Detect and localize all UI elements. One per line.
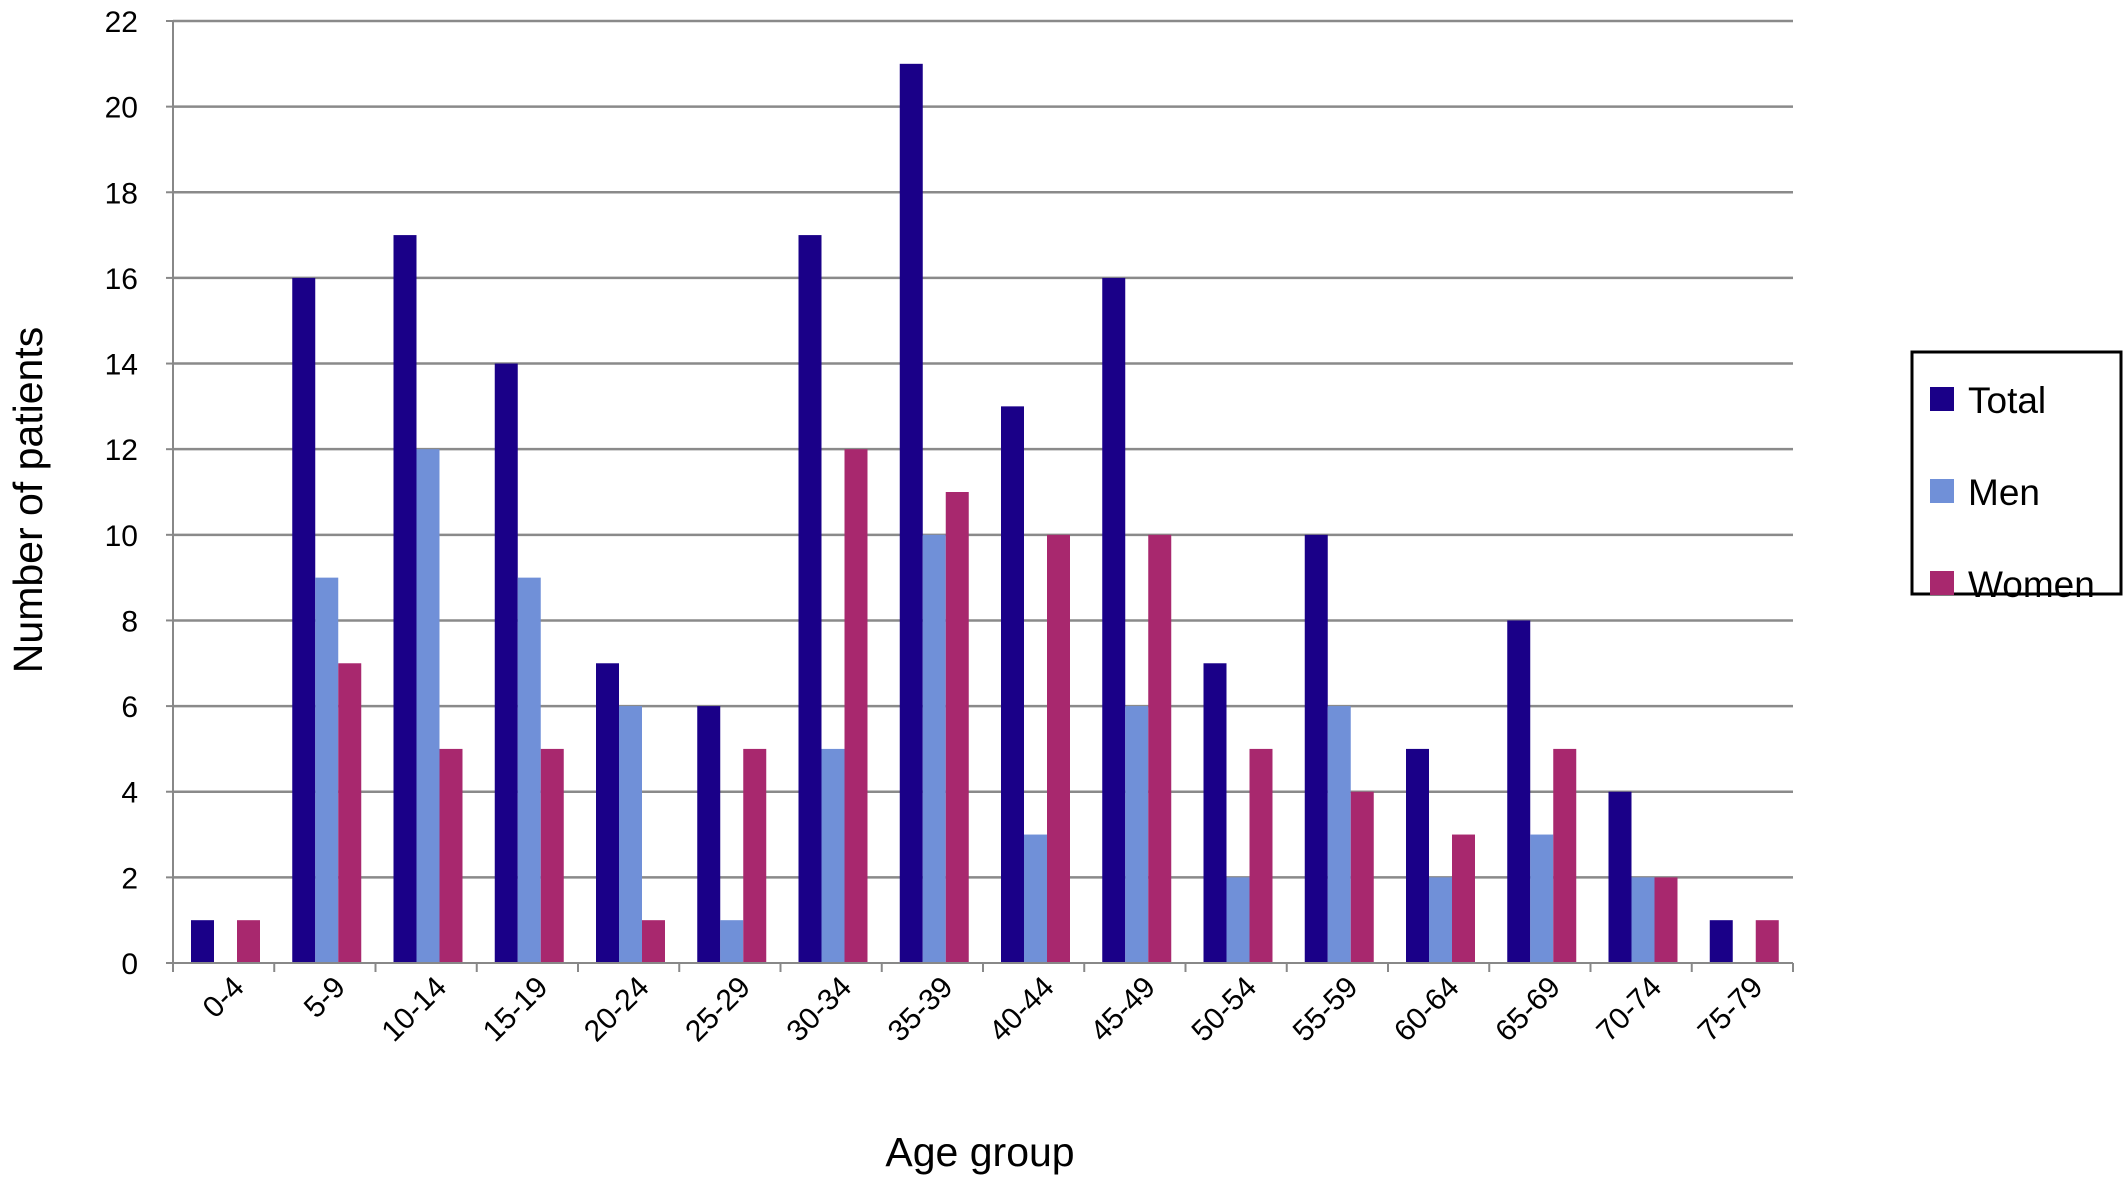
bar-women-0-4 [237,920,260,963]
bar-total-45-49 [1102,277,1126,964]
x-tick-label: 65-69 [1489,971,1567,1049]
bar-total-0-4 [191,920,214,963]
legend-label-men: Men [1968,472,2040,513]
y-tick-label: 2 [121,862,138,895]
bar-men-65-69 [1530,834,1554,963]
x-tick-label: 55-59 [1287,971,1365,1049]
bar-men-20-24 [619,706,642,963]
bar-men-25-29 [720,920,744,963]
x-axis-title: Age group [885,1129,1074,1175]
bar-men-15-19 [517,577,541,963]
bar-total-70-74 [1608,791,1632,963]
y-tick-label: 18 [105,177,138,210]
bar-total-30-34 [798,235,822,963]
y-axis-ticks: 0 2 4 6 8 10 12 14 16 18 20 22 [105,6,173,981]
y-axis-title: Number of patients [5,327,51,673]
bar-total-55-59 [1304,534,1328,963]
y-tick-label: 16 [105,263,138,296]
bar-women-40-44 [1047,534,1070,963]
bar-total-20-24 [596,663,619,963]
x-tick-label: 75-79 [1692,971,1770,1049]
bar-women-25-29 [743,748,767,963]
x-tick-label: 5-9 [298,971,352,1025]
x-tick-label: 0-4 [197,971,251,1025]
y-tick-label: 22 [105,6,138,39]
x-tick-label: 60-64 [1388,971,1466,1049]
bar-women-5-9 [338,663,362,963]
y-tick-label: 0 [121,948,138,981]
bar-men-30-34 [821,748,845,963]
y-tick-label: 20 [105,92,138,125]
bar-men-40-44 [1024,834,1047,963]
bar-total-15-19 [494,363,518,964]
bar-women-50-54 [1249,748,1273,963]
x-tick-label: 40-44 [983,971,1061,1049]
legend-label-women: Women [1968,564,2095,605]
bar-women-75-79 [1755,920,1779,963]
bar-men-10-14 [416,449,440,963]
bars [191,63,1779,964]
y-tick-label: 14 [105,349,138,382]
legend-label-total: Total [1968,380,2046,421]
y-tick-label: 4 [121,777,138,810]
x-tick-label: 45-49 [1084,971,1162,1049]
bar-women-10-14 [439,748,463,963]
legend-swatch-men [1930,479,1954,503]
x-axis-ticks: 0-4 5-9 10-14 15-19 20-24 25-29 30-34 35-39 40-4… [172,963,1794,1049]
bar-women-60-64 [1452,834,1475,963]
legend: Total Men Women [1910,350,2123,605]
bar-total-35-39 [899,63,923,964]
x-tick-label: 50-54 [1185,971,1263,1049]
bar-total-65-69 [1507,620,1531,963]
bar-women-35-39 [945,492,969,963]
x-tick-label: 70-74 [1590,971,1668,1049]
bar-men-55-59 [1327,706,1351,963]
bar-men-35-39 [922,534,946,963]
bar-men-45-49 [1125,706,1149,963]
bar-women-30-34 [844,449,868,963]
x-tick-label: 35-39 [882,971,960,1049]
bar-total-75-79 [1709,920,1733,963]
y-tick-label: 12 [105,434,138,467]
y-tick-label: 6 [121,691,138,724]
bar-total-5-9 [292,277,316,964]
bar-women-55-59 [1350,791,1374,963]
bar-women-20-24 [642,920,665,963]
bar-total-25-29 [697,706,721,963]
bar-men-50-54 [1226,877,1250,963]
x-tick-label: 30-34 [780,971,858,1049]
x-tick-label: 20-24 [578,971,656,1049]
bar-women-15-19 [540,748,564,963]
bar-men-5-9 [315,577,339,963]
x-tick-label: 25-29 [679,971,757,1049]
bar-total-10-14 [393,235,417,963]
bar-men-60-64 [1429,877,1452,963]
bar-women-70-74 [1654,877,1678,963]
legend-swatch-total [1930,387,1954,411]
x-tick-label: 10-14 [375,971,453,1049]
legend-swatch-women [1930,571,1954,595]
y-tick-label: 10 [105,520,138,553]
x-tick-label: 15-19 [477,971,555,1049]
bar-women-65-69 [1553,748,1577,963]
bar-total-40-44 [1001,406,1024,963]
bar-women-45-49 [1148,534,1172,963]
bar-men-70-74 [1631,877,1655,963]
bar-total-60-64 [1406,748,1429,963]
bar-total-50-54 [1203,663,1227,963]
y-tick-label: 8 [121,605,138,638]
